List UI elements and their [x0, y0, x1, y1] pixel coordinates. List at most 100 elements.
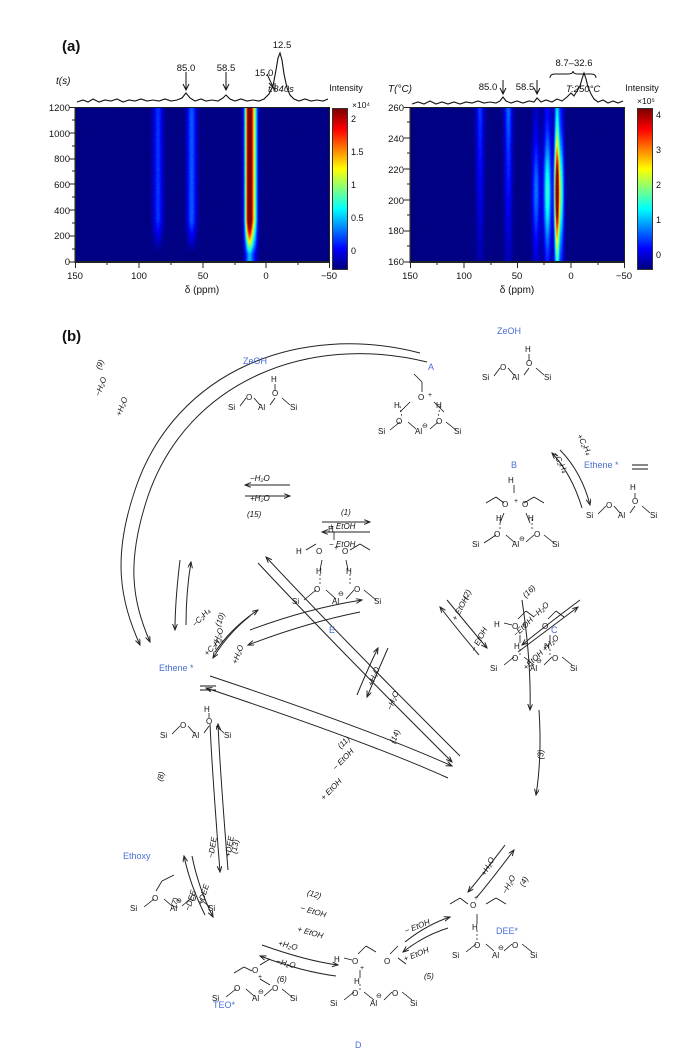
left-ytick-1000: 1000 [48, 129, 70, 140]
step-number-6: (6) [277, 975, 287, 984]
step-number-4: (4) [517, 875, 531, 888]
right-heatmap-canvas [410, 107, 625, 262]
species-label-c: C [551, 625, 558, 635]
svg-text:O: O [552, 654, 558, 663]
svg-text:O: O [632, 497, 638, 506]
species-b-structure: H O + O H H O O Si Al Si ⊖ [472, 476, 559, 549]
svg-text:O: O [342, 547, 348, 556]
svg-text:H: H [630, 483, 636, 492]
svg-text:Si: Si [586, 511, 593, 520]
svg-text:H: H [316, 567, 322, 576]
left-ytick-0: 0 [64, 257, 70, 268]
step-4-forward-label: +H₂O [479, 855, 497, 878]
svg-text:Al: Al [618, 511, 625, 520]
svg-text:H: H [472, 923, 478, 932]
right-xtick-0: 0 [568, 271, 574, 282]
species-label-a: A [428, 362, 435, 372]
step-number-12: (12) [306, 888, 323, 901]
right-peak-label-58: 58.5 [515, 82, 535, 93]
svg-text:O: O [542, 622, 548, 631]
right-y-axis-ticks [404, 107, 411, 263]
right-ytick-200: 200 [388, 196, 404, 207]
svg-text:Si: Si [552, 540, 559, 549]
species-a-structure: O + H H O O Si Al Si ⊖ [378, 373, 461, 436]
left-xtick-100: 100 [131, 271, 147, 282]
svg-text:O: O [502, 500, 508, 509]
ethene-left-structure: H O O Si Al Si [160, 685, 231, 740]
left-xtick-50: 50 [197, 271, 209, 282]
left-peak-label-58: 58.5 [216, 63, 236, 74]
svg-text:O: O [526, 359, 532, 368]
svg-text:+: + [522, 622, 526, 629]
left-xtick-150: 150 [67, 271, 83, 282]
svg-text:O: O [352, 989, 358, 998]
ethene-right-double-bond [632, 464, 648, 470]
right-cbar-tick-3: 3 [656, 145, 662, 155]
svg-text:O: O [606, 501, 612, 510]
right-ytick-180: 180 [388, 226, 404, 237]
left-ytick-400: 400 [54, 206, 70, 217]
left-plot-frame [75, 107, 330, 262]
svg-text:O: O [392, 989, 398, 998]
left-cbar-tick-2: 2 [351, 114, 357, 124]
svg-text:O: O [180, 721, 186, 730]
svg-text:H: H [296, 547, 302, 556]
svg-text:+: + [334, 545, 338, 552]
left-ytick-200: 200 [54, 231, 70, 242]
svg-text:H: H [394, 401, 400, 410]
svg-text:O: O [512, 654, 518, 663]
right-colorbar-exponent: ×10⁵ [637, 96, 655, 106]
svg-text:Al: Al [370, 999, 377, 1008]
svg-text:H: H [508, 476, 514, 485]
svg-text:H: H [204, 705, 210, 714]
right-colorbar-title: Intensity [625, 83, 659, 93]
svg-text:Si: Si [410, 999, 417, 1008]
left-xtick-m50: −50 [320, 271, 338, 282]
step-12-reverse-label: + EtOH [296, 924, 325, 941]
left-cbar-tick-0p5: 0.5 [351, 213, 364, 223]
svg-text:Si: Si [160, 731, 167, 740]
svg-text:O: O [246, 393, 252, 402]
species-label-zeoh-right: ZeOH [497, 326, 522, 336]
right-xtick-100: 100 [456, 271, 472, 282]
svg-text:Si: Si [482, 373, 489, 382]
svg-text:Si: Si [650, 511, 657, 520]
reaction-scheme: (b) [0, 300, 681, 1050]
left-ytick-600: 600 [54, 180, 70, 191]
right-xtick-m50: −50 [615, 271, 633, 282]
svg-text:H: H [525, 345, 531, 354]
right-ytick-220: 220 [388, 165, 404, 176]
left-heatmap-canvas [75, 107, 330, 262]
left-colorbar-title: Intensity [329, 83, 363, 93]
svg-text:Si: Si [452, 951, 459, 960]
right-xtick-50: 50 [511, 271, 523, 282]
species-label-ethene-right: Ethene * [584, 460, 619, 470]
svg-text:Al: Al [192, 731, 199, 740]
svg-text:Si: Si [292, 597, 299, 606]
svg-text:Al: Al [332, 597, 339, 606]
svg-text:⊖: ⊖ [376, 993, 382, 1000]
left-peak-label-15: 15.0 [254, 68, 274, 79]
left-x-axis-ticks [75, 262, 330, 268]
svg-text:Si: Si [490, 664, 497, 673]
svg-text:H: H [354, 977, 360, 986]
svg-text:H: H [346, 567, 352, 576]
svg-text:O: O [474, 941, 480, 950]
species-label-b: B [511, 460, 518, 470]
svg-text:+: + [258, 974, 262, 981]
step-15-forward-label: −H₂O [250, 474, 270, 483]
svg-text:O: O [272, 984, 278, 993]
right-cbar-tick-0: 0 [656, 250, 662, 260]
step-13-reverse-label: −DEE [206, 836, 219, 859]
svg-text:Si: Si [208, 904, 215, 913]
teo-structure: O + O O Si Al Si ⊖ [212, 958, 297, 1003]
right-projection-label: T:250°C [566, 84, 601, 95]
left-xaxis-label: δ (ppm) [184, 285, 220, 296]
svg-text:Si: Si [544, 373, 551, 382]
right-cbar-tick-1: 1 [656, 215, 662, 225]
right-peak-label-range: 8.7–32.6 [555, 58, 593, 69]
svg-text:Si: Si [228, 403, 235, 412]
svg-text:O: O [534, 530, 540, 539]
svg-text:Si: Si [570, 664, 577, 673]
right-ytick-240: 240 [388, 134, 404, 145]
